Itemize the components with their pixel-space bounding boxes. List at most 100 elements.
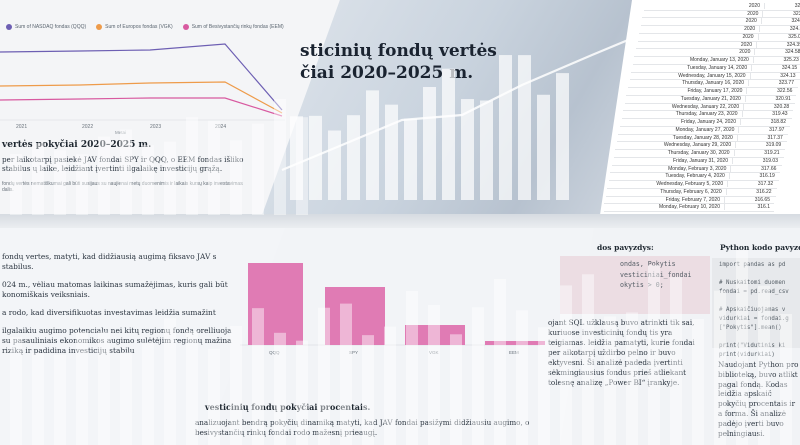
date-cell: Monday, February 3, 2020 <box>668 165 727 172</box>
date-cell: 2020 <box>744 26 756 32</box>
date-cell: Tuesday, February 4, 2020 <box>665 173 725 180</box>
date-cell: Monday, February 10, 2020 <box>658 204 720 211</box>
series-line-vgk <box>0 81 283 114</box>
bar-vgk <box>405 325 465 345</box>
date-cell: Monday, January 27, 2020 <box>675 126 735 133</box>
series-line-eem <box>0 97 283 117</box>
value-cell: 324.15 <box>751 64 800 71</box>
table-row: Thursday, January 16, 2020 323.77 <box>628 80 798 88</box>
conclusion-paragraph: ilgalaikiu augimo potencialu nei kitų re… <box>2 326 232 355</box>
table-row: Friday, February 7, 2020 316.65 <box>604 196 774 205</box>
table-row: Wednesday, February 5, 2020 317.32 <box>607 180 778 189</box>
value-cell: 317.32 <box>727 181 777 187</box>
bar-spy <box>325 287 385 345</box>
date-cell: Wednesday, January 15, 2020 <box>678 72 746 79</box>
value-cell: 324.58 <box>754 49 800 56</box>
date-cell: Friday, January 31, 2020 <box>673 157 728 164</box>
table-row: Monday, February 10, 2020 316.1 <box>604 204 774 212</box>
category-label: EEM <box>509 350 519 355</box>
slide-title-line: čiai 2020–2025 m. <box>300 63 474 83</box>
date-cell: Friday, January 24, 2020 <box>681 119 736 125</box>
table-row: Tuesday, February 4, 2020 316.19 <box>608 173 779 181</box>
date-cell: 2020 <box>739 49 751 56</box>
bar-qqq <box>248 263 303 345</box>
table-row: Monday, February 3, 2020 317.66 <box>610 165 781 174</box>
legend-item-eem: Sum of Besivystančių rinkų fondas (EEM) <box>182 24 284 30</box>
date-cell: Thursday, February 6, 2020 <box>660 188 722 195</box>
date-cell: Tuesday, January 14, 2020 <box>687 64 748 71</box>
section-heading: vertės pokyčiai 2020–2025 m. <box>2 140 152 150</box>
date-cell: Thursday, January 23, 2020 <box>675 111 738 118</box>
conclusion-paragraph: 024 m., vėliau matomas laikinas sumažėji… <box>2 280 228 299</box>
value-cell: 319.21 <box>733 150 784 156</box>
divider-band <box>0 214 800 230</box>
value-cell: 324.39 <box>756 41 800 48</box>
date-cell: Thursday, January 16, 2020 <box>682 80 744 87</box>
value-cell: 319.03 <box>732 157 782 164</box>
price-table: 2020323.562020323.992020324.052020324.51… <box>604 0 800 215</box>
date-cell: Tuesday, January 21, 2020 <box>680 95 741 102</box>
value-cell: 319.43 <box>741 111 792 118</box>
value-cell: 318.82 <box>740 119 790 125</box>
slide-title-line: sticinių fondų vertės <box>300 41 497 61</box>
python-code-block: import pandas as pd # Nuskaitomi duomen … <box>712 258 800 358</box>
table-row: Friday, January 17, 2020 322.56 <box>626 87 797 96</box>
value-cell: 320.28 <box>743 103 793 110</box>
table-row: Monday, January 27, 2020 317.97 <box>618 126 789 135</box>
table-row: Tuesday, January 28, 2020 317.37 <box>616 134 787 143</box>
conclusions-text: fondų vertes, matyti, kad didžiausią aug… <box>2 252 237 364</box>
legend-label: Sum of Besivystančių rinkų fondas (EEM) <box>191 24 284 30</box>
legend-item-qqq: Sum of NASDAQ fondas (QQQ) <box>6 24 86 30</box>
value-cell: 325.01 <box>757 33 800 40</box>
table-row: 2020 324.39 <box>636 41 800 50</box>
value-cell: 322.56 <box>746 88 796 94</box>
table-row: 2020 324.58 <box>634 49 800 57</box>
trend-line-icon <box>281 28 653 172</box>
value-cell: 324.51 <box>759 26 800 32</box>
section-paragraph: per laikotarpį pasiekė JAV fondai SPY ir… <box>2 155 244 173</box>
sql-code-block: ondas, Pokytis vesticiniai_fondai okytis… <box>560 256 710 314</box>
value-cell: 316.1 <box>724 204 774 211</box>
legend-item-vgk: Sum of Europos fondas (VGK) <box>96 24 173 30</box>
category-label: SPY <box>349 350 358 355</box>
table-row: Friday, January 31, 2020 319.03 <box>612 157 782 166</box>
category-label: VGK <box>429 350 439 355</box>
x-tick-label: 2022 <box>82 124 93 130</box>
slide-title: sticinių fondų vertės čiai 2020–2025 m. <box>300 40 497 84</box>
date-cell: Friday, January 17, 2020 <box>687 88 743 94</box>
date-cell: 2020 <box>742 33 754 40</box>
legend-swatch <box>6 24 12 30</box>
date-cell: 2020 <box>748 2 760 9</box>
date-cell: Monday, January 13, 2020 <box>689 57 749 63</box>
value-cell: 319.09 <box>735 142 785 149</box>
figure-paragraph: analizuojant bendrą pokyčių dinamiką mat… <box>195 418 530 437</box>
change-bar-chart: QQQ SPY VGK EEM <box>240 263 545 355</box>
table-row: Monday, January 13, 2020 325.23 <box>632 56 800 65</box>
python-heading: Python kodo pavyzdys <box>720 243 800 252</box>
date-cell: 2020 <box>747 10 759 17</box>
value-cell: 324.13 <box>749 72 800 79</box>
x-tick-label: 2023 <box>150 124 161 130</box>
panel-data-table <box>600 0 800 215</box>
x-axis-title: Metai <box>115 130 126 135</box>
value-cell: 324.05 <box>760 18 800 25</box>
conclusion-paragraph: fondų vertes, matyti, kad didžiausią aug… <box>2 252 217 271</box>
date-cell: Thursday, January 30, 2020 <box>667 150 730 156</box>
date-cell: Wednesday, January 29, 2020 <box>663 142 732 149</box>
value-cell: 316.19 <box>728 173 779 180</box>
sql-explanation: ojant SQL užklausą buvo atrinkti tik sai… <box>548 318 695 387</box>
legend-swatch <box>96 24 103 30</box>
table-row: Thursday, February 6, 2020 316.22 <box>605 188 776 197</box>
date-cell: 2020 <box>745 18 757 25</box>
date-cell: Tuesday, January 28, 2020 <box>672 134 733 141</box>
footnote-text: fondų vertės nematiškumai gali būti susi… <box>2 181 243 193</box>
figure-caption: vesticinių fondų pokyčiai procentais. <box>205 402 371 412</box>
value-cell: 316.22 <box>725 188 776 195</box>
table-row: Wednesday, January 29, 2020 319.09 <box>615 142 786 150</box>
value-cell: 323.99 <box>762 10 800 17</box>
legend-label: Sum of NASDAQ fondas (QQQ) <box>15 24 87 30</box>
